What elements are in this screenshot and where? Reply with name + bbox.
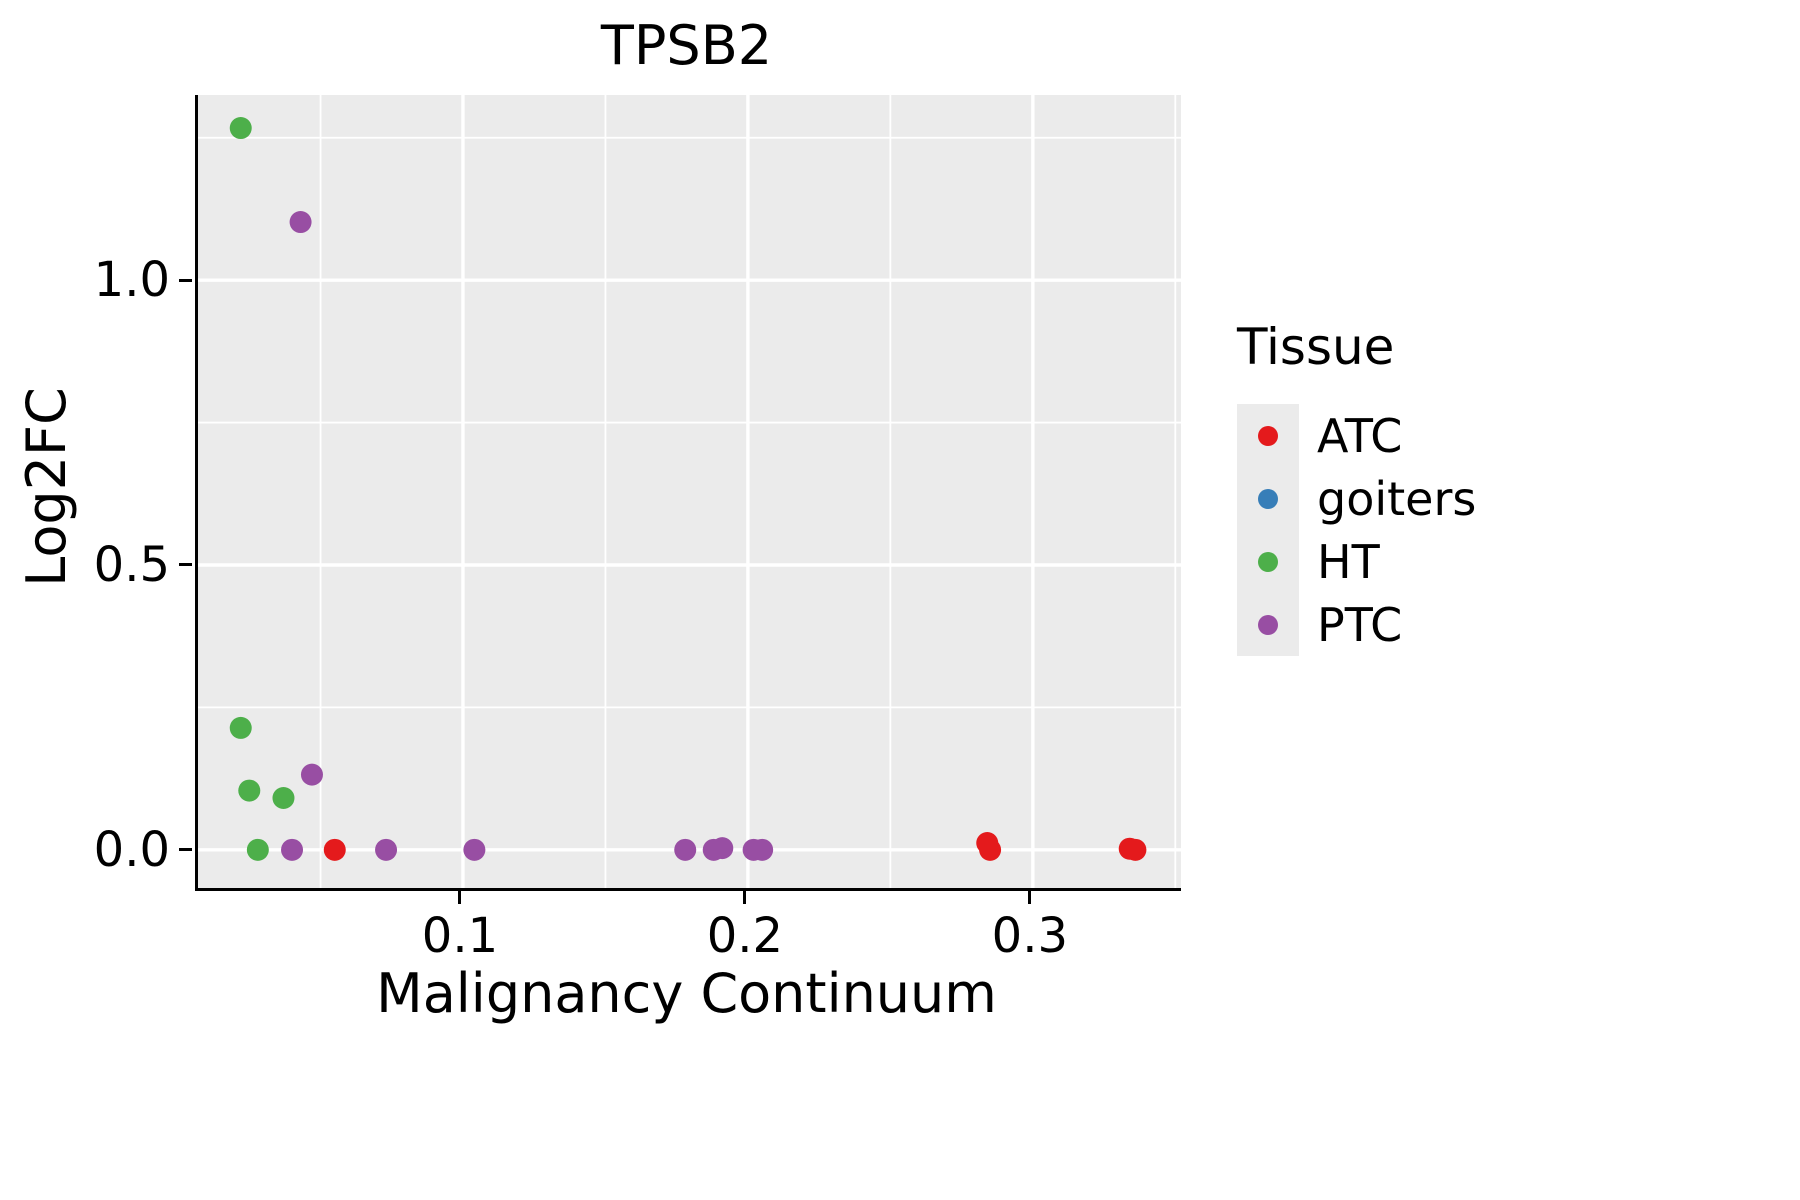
data-point-HT (238, 779, 261, 802)
legend-key (1237, 404, 1299, 467)
legend-dot-ptc (1258, 614, 1278, 635)
legend-title: Tissue (1237, 318, 1395, 376)
legend-dot-goiters (1258, 488, 1278, 509)
legend-label: ATC (1317, 408, 1403, 463)
y-tick-label: 0.5 (93, 536, 170, 593)
legend-item-ht: HT (1237, 530, 1476, 593)
data-point-HT (246, 838, 269, 861)
data-point-PTC (674, 838, 697, 861)
plot-panel (195, 95, 1181, 891)
x-tick-label: 0.3 (991, 908, 1068, 964)
y-axis-label: Log2FC (15, 387, 78, 587)
data-point-PTC (281, 838, 304, 861)
y-tick-label: 0.0 (93, 821, 170, 878)
legend-key (1237, 593, 1299, 656)
legend-label: goiters (1317, 471, 1477, 526)
data-point-PTC (711, 837, 734, 860)
x-tick-label: 0.1 (421, 908, 499, 964)
legend-label: HT (1317, 534, 1380, 589)
legend-item-goiters: goiters (1237, 467, 1476, 530)
legend-key (1237, 467, 1299, 530)
y-tick-mark (179, 848, 192, 852)
legend-dot-ht (1258, 551, 1278, 572)
data-point-PTC (375, 838, 398, 861)
x-tick-mark (458, 891, 462, 904)
legend-item-atc: ATC (1237, 404, 1476, 467)
legend-dot-atc (1258, 425, 1278, 446)
legend: Tissue ATC goiters HT PTC (1237, 318, 1476, 656)
x-tick-label: 0.2 (706, 908, 784, 964)
data-point-PTC (300, 763, 323, 786)
legend-key (1237, 530, 1299, 593)
data-point-PTC (289, 211, 312, 234)
data-point-PTC (463, 838, 486, 861)
data-point-HT (229, 117, 252, 140)
y-tick-label: 1.0 (93, 252, 170, 309)
legend-items: ATC goiters HT PTC (1237, 404, 1476, 656)
data-point-PTC (751, 838, 774, 861)
x-tick-mark (743, 891, 747, 904)
legend-label: PTC (1317, 597, 1403, 652)
y-tick-mark (179, 278, 192, 282)
x-axis-label: Malignancy Continuum (376, 962, 997, 1025)
plot-area (198, 95, 1181, 888)
data-point-ATC (323, 838, 346, 861)
data-point-HT (272, 786, 295, 809)
y-tick-mark (179, 563, 192, 567)
data-point-ATC (979, 838, 1002, 861)
chart-title: TPSB2 (600, 14, 773, 77)
data-point-HT (229, 716, 252, 739)
x-tick-mark (1028, 891, 1032, 904)
legend-item-ptc: PTC (1237, 593, 1476, 656)
data-point-ATC (1124, 838, 1147, 861)
